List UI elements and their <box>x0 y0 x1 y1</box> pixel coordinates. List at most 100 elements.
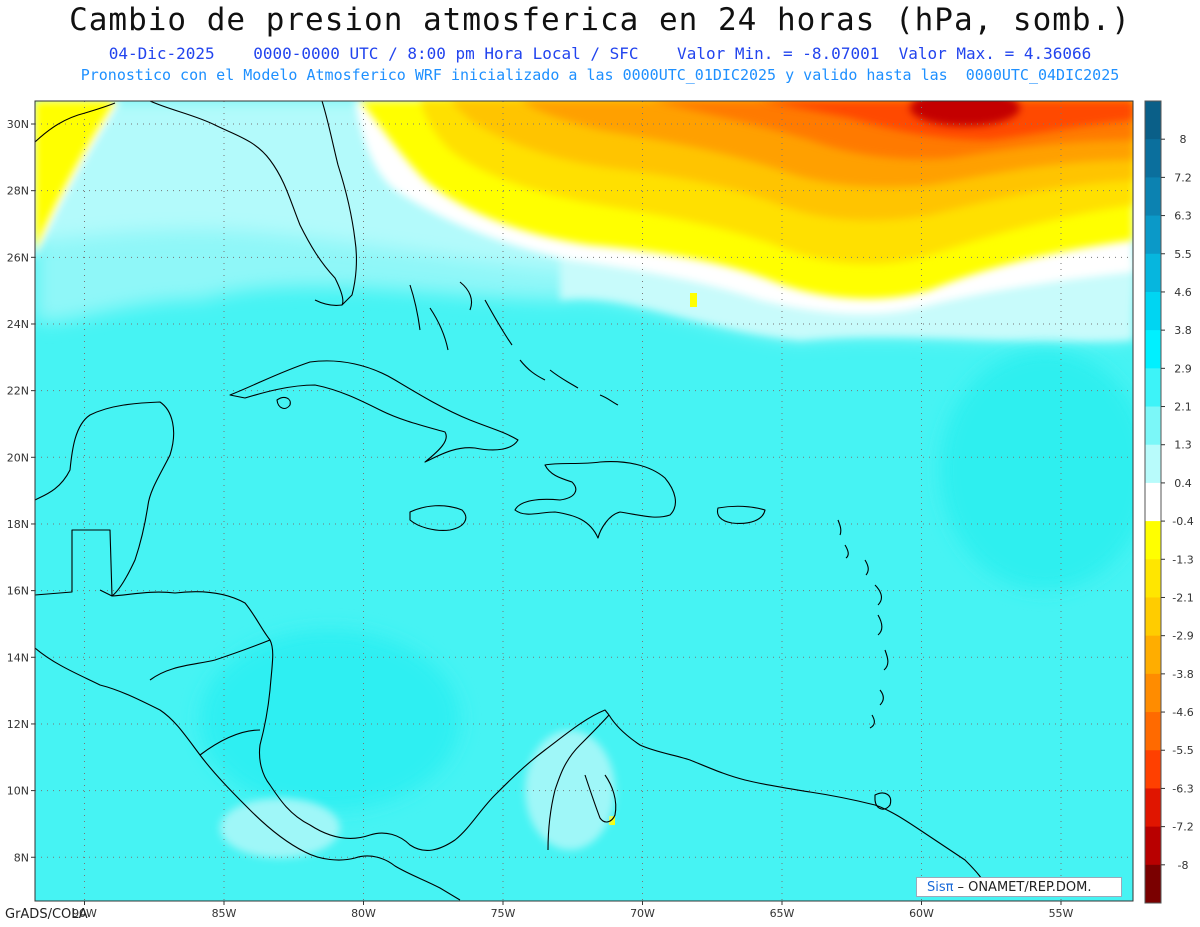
colorbar-label: 4.6 <box>1174 286 1192 299</box>
colorbar-swatch <box>1145 673 1161 713</box>
colorbar-label: -3.8 <box>1172 668 1193 681</box>
colorbar-label: -5.5 <box>1172 744 1193 757</box>
lat-label: 20N <box>7 451 29 464</box>
coast-trinidad <box>874 792 892 810</box>
lon-label: 65W <box>770 907 795 920</box>
colorbar-label: -4.6 <box>1172 706 1193 719</box>
colorbar-swatch <box>1145 788 1161 828</box>
colorbar-label: 7.2 <box>1174 171 1192 184</box>
colorbar-swatch <box>1145 291 1161 331</box>
field-patch-col <box>525 730 615 850</box>
colorbar-label: 8 <box>1180 133 1187 146</box>
colorbar-label: -2.1 <box>1172 591 1193 604</box>
colorbar-swatch <box>1145 330 1161 369</box>
colorbar-label: 5.5 <box>1174 248 1192 261</box>
colorbar-label: 1.3 <box>1174 439 1192 452</box>
coast-jamaica <box>409 505 467 531</box>
software-credit: GrADS/COLA <box>5 907 88 922</box>
colorbar-swatch <box>1145 368 1161 408</box>
field-blob-east <box>940 350 1133 590</box>
lat-label: 22N <box>7 385 29 398</box>
colorbar-label: -2.9 <box>1172 630 1193 643</box>
credit-box: Sisπ – ONAMET/REP.DOM. <box>916 877 1122 897</box>
colorbar-swatch <box>1145 215 1161 255</box>
lat-label: 30N <box>7 118 29 131</box>
lat-label: 24N <box>7 318 29 331</box>
coastlines <box>35 101 991 901</box>
lat-label: 12N <box>7 718 29 731</box>
lat-label: 18N <box>7 518 29 531</box>
coast-cuba <box>229 360 519 463</box>
coast-belize-honduras <box>111 591 610 851</box>
lon-label: 85W <box>212 907 237 920</box>
colorbar-label: 2.1 <box>1174 401 1192 414</box>
lon-label: 80W <box>351 907 376 920</box>
colorbar-swatch <box>1145 635 1161 675</box>
lat-label: 10N <box>7 785 29 798</box>
colorbar-swatch <box>1145 444 1161 484</box>
colorbar-swatch <box>1145 521 1161 560</box>
colorbar-label: 3.8 <box>1174 324 1192 337</box>
coast-florida-keys <box>314 299 343 306</box>
field-spot-yellow-2 <box>609 816 615 825</box>
plot-frame <box>34 100 1134 902</box>
coast-south-america <box>547 714 991 896</box>
coast-maracaibo <box>584 774 617 823</box>
colorbar-label: 0.4 <box>1174 477 1192 490</box>
sis-logo-text: Sisπ <box>927 879 954 895</box>
colorbar-label: -8 <box>1178 859 1189 872</box>
field-max-red <box>910 101 1020 126</box>
colorbar-swatch <box>1145 482 1161 522</box>
lat-label: 28N <box>7 185 29 198</box>
colorbar-label: -7.2 <box>1172 821 1193 834</box>
colorbar-label: 6.3 <box>1174 210 1192 223</box>
lon-label: 55W <box>1049 907 1074 920</box>
colorbar-label: -0.4 <box>1172 515 1193 528</box>
coast-isla-juventud <box>276 396 291 409</box>
coast-hispaniola <box>514 461 676 539</box>
coast-puerto-rico <box>716 505 766 524</box>
colorbar-swatch <box>1145 559 1161 598</box>
page-title: Cambio de presion atmosferica en 24 hora… <box>69 2 1131 38</box>
coast-bahamas <box>409 281 619 406</box>
colorbar-swatch <box>1145 139 1161 178</box>
lat-label: 16N <box>7 585 29 598</box>
lon-label: 70W <box>630 907 655 920</box>
colorbar-label: 2.9 <box>1174 362 1192 375</box>
field-patch-cr <box>220 798 340 858</box>
lat-label: 14N <box>7 651 29 664</box>
colorbar-swatch <box>1145 101 1161 140</box>
border-nicaragua <box>199 729 261 756</box>
field-spot-yellow-1 <box>690 293 697 307</box>
subtitle-model-run: Pronostico con el Modelo Atmosferico WRF… <box>80 66 1120 84</box>
lon-label: 60W <box>909 907 934 920</box>
colorbar-swatch <box>1145 253 1161 293</box>
credit-org: – ONAMET/REP.DOM. <box>957 879 1092 895</box>
colorbar-swatch <box>1145 597 1161 637</box>
lat-lon-grid <box>35 101 1133 901</box>
colorbar-swatch <box>1145 177 1161 217</box>
shaded-field <box>35 101 1133 901</box>
colorbar-swatch <box>1145 750 1161 789</box>
lon-label: 90W <box>72 907 97 920</box>
colorbar: 8 7.2 6.3 5.5 4.6 3.8 2.9 2.1 1.3 0.4 -0.4 -1.3 -2.1… <box>1144 100 1194 904</box>
coast-yucatan <box>35 401 175 597</box>
subtitle-validity: 04-Dic-2025 0000-0000 UTC / 8:00 pm Hora… <box>108 44 1092 63</box>
colorbar-label: -6.3 <box>1172 782 1193 795</box>
lat-label: 8N <box>14 851 29 864</box>
longitude-labels: 90W 85W 80W 75W 70W 65W 60W 55W <box>72 901 1074 920</box>
colorbar-swatch <box>1145 826 1161 866</box>
border-guatemala <box>35 529 113 597</box>
coast-pacific-ca <box>35 647 461 901</box>
coast-gulf-florida <box>35 101 357 306</box>
colorbar-frame <box>1144 100 1162 904</box>
colorbar-swatch <box>1145 864 1161 904</box>
latitude-labels: 30N 28N 26N 24N 22N 20N 18N 16N 14N 12N 10N 8N <box>7 118 35 864</box>
lon-label: 75W <box>491 907 516 920</box>
colorbar-label: -1.3 <box>1172 553 1193 566</box>
lat-label: 26N <box>7 251 29 264</box>
field-yellow-nw <box>35 101 115 250</box>
colorbar-swatch <box>1145 712 1161 751</box>
coast-lesser-antilles <box>837 519 889 729</box>
